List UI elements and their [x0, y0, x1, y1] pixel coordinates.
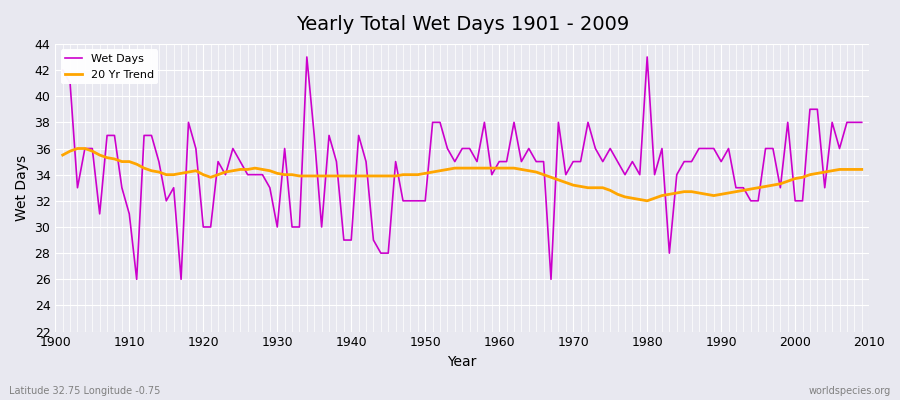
Text: worldspecies.org: worldspecies.org [809, 386, 891, 396]
20 Yr Trend [590, 185, 601, 190]
Wet Days [286, 224, 297, 229]
20 Yr Trend [856, 167, 867, 172]
Wet Days [302, 54, 312, 59]
Wet Days [508, 120, 519, 125]
Text: Latitude 32.75 Longitude -0.75: Latitude 32.75 Longitude -0.75 [9, 386, 160, 396]
20 Yr Trend [494, 166, 505, 170]
X-axis label: Year: Year [447, 355, 477, 369]
Wet Days [501, 159, 512, 164]
Legend: Wet Days, 20 Yr Trend: Wet Days, 20 Yr Trend [61, 50, 158, 84]
20 Yr Trend [124, 159, 135, 164]
Wet Days [338, 238, 349, 242]
Title: Yearly Total Wet Days 1901 - 2009: Yearly Total Wet Days 1901 - 2009 [295, 15, 629, 34]
20 Yr Trend [286, 172, 297, 177]
20 Yr Trend [642, 198, 652, 203]
20 Yr Trend [501, 166, 512, 170]
Wet Days [856, 120, 867, 125]
Wet Days [598, 159, 608, 164]
Wet Days [58, 68, 68, 72]
Line: 20 Yr Trend: 20 Yr Trend [63, 148, 861, 201]
Wet Days [131, 277, 142, 282]
20 Yr Trend [331, 174, 342, 178]
20 Yr Trend [72, 146, 83, 151]
Wet Days [116, 185, 127, 190]
Line: Wet Days: Wet Days [63, 57, 861, 279]
Y-axis label: Wet Days: Wet Days [15, 155, 29, 221]
20 Yr Trend [58, 153, 68, 158]
